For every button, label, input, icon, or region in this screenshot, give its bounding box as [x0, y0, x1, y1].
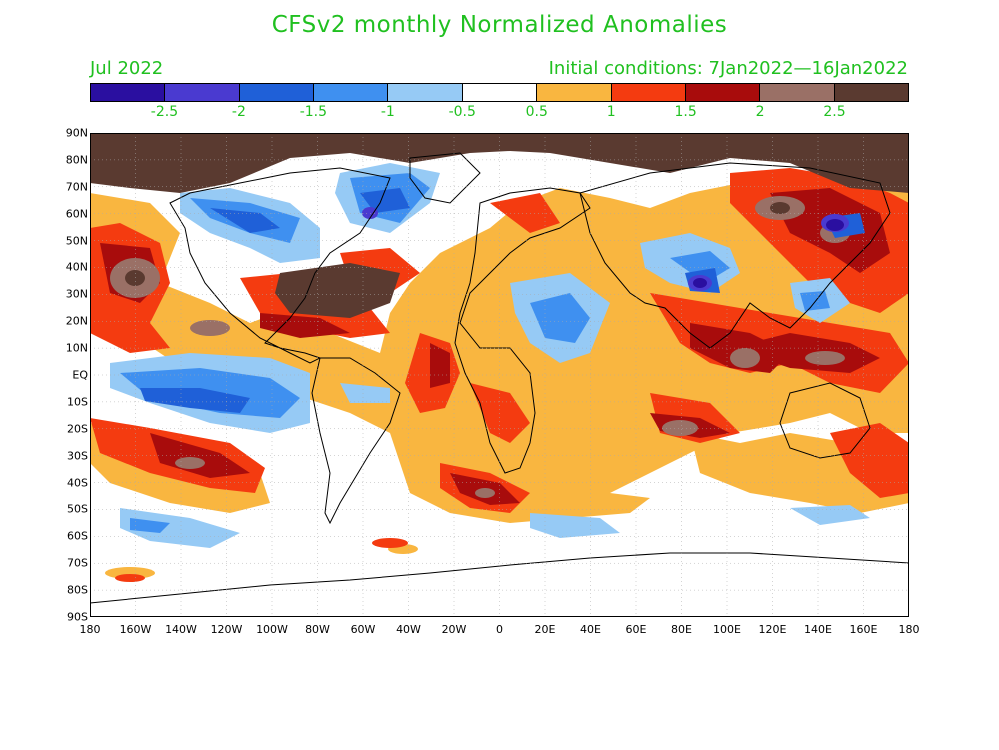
lon-label: 20E — [534, 623, 556, 636]
lat-label: 50S — [67, 502, 88, 516]
greenland-outline — [409, 152, 481, 204]
lon-label: 160W — [119, 623, 152, 636]
colorbar-label: -0.5 — [448, 104, 476, 120]
colorbar-label: 1 — [606, 104, 616, 120]
colorbar-segment-2 — [239, 84, 315, 101]
lat-label: EQ — [72, 368, 88, 382]
colorbar-label: 2.5 — [823, 104, 846, 120]
lat-label: 20N — [65, 314, 88, 328]
lat-label: 10N — [65, 341, 88, 355]
lat-label: 30N — [65, 287, 88, 301]
lon-label: 40W — [396, 623, 421, 636]
lon-label: 120E — [758, 623, 787, 636]
colorbar-label: 0.5 — [525, 104, 548, 120]
lat-label: 30S — [67, 449, 88, 463]
colorbar-label: -1 — [380, 104, 395, 120]
lon-label: 120W — [210, 623, 243, 636]
lat-label: 70N — [65, 180, 88, 194]
colorbar-segment-7 — [611, 84, 686, 101]
lon-label: 180 — [79, 623, 101, 636]
colorbar-label: 1.5 — [674, 104, 697, 120]
colorbar-label: 2 — [755, 104, 765, 120]
map-frame — [90, 133, 909, 617]
colorbar-segment-4 — [388, 84, 463, 101]
lon-label: 100W — [256, 623, 288, 636]
lat-label: 90S — [67, 610, 88, 624]
australia-outline — [779, 382, 871, 459]
lat-label: 60S — [67, 529, 88, 543]
asia-outline — [579, 162, 891, 349]
lat-label: 10S — [67, 395, 88, 409]
colorbar-segment-9 — [760, 84, 835, 101]
lon-label: 100E — [713, 623, 741, 636]
lon-label: 140E — [804, 623, 832, 636]
lat-label: 80N — [65, 153, 88, 167]
lon-label: 40E — [580, 623, 601, 636]
anomaly-map — [90, 133, 909, 617]
lat-label: 40N — [65, 260, 88, 274]
map-gridlines — [90, 133, 909, 617]
antarctica-outline — [90, 552, 909, 604]
colorbar-labels: -2.5 -2 -1.5 -1 -0.5 0.5 1 1.5 2 2.5 — [90, 104, 909, 122]
lat-label: 60N — [65, 207, 88, 221]
lat-label: 50N — [65, 234, 88, 248]
colorbar-label: -1.5 — [299, 104, 328, 120]
lon-label: 140W — [165, 623, 197, 636]
colorbar-segment-8 — [685, 84, 761, 101]
colorbar-segment-1 — [165, 84, 240, 101]
lon-label: 0 — [496, 623, 503, 636]
colorbar-segment-10 — [834, 84, 908, 101]
colorbar-label: -2 — [231, 104, 246, 120]
colorbar-segment-5 — [462, 84, 538, 101]
lon-label: 180 — [898, 623, 920, 636]
lat-label: 40S — [67, 476, 88, 490]
colorbar — [90, 83, 909, 102]
colorbar-label: -2.5 — [150, 104, 179, 120]
colorbar-segment-0 — [91, 84, 166, 101]
lat-label: 20S — [67, 422, 88, 436]
anomaly-darkest-blue-regions — [693, 219, 844, 288]
initial-conditions: Initial conditions: 7Jan2022—16Jan2022 — [548, 58, 908, 79]
lon-label: 80W — [305, 623, 330, 636]
forecast-month: Jul 2022 — [90, 58, 164, 79]
continent-outlines — [90, 152, 909, 604]
colorbar-segment-6 — [537, 84, 612, 101]
anomaly-darkbrown-regions — [90, 133, 909, 318]
south-america-outline — [311, 357, 401, 525]
chart-title: CFSv2 monthly Normalized Anomalies — [271, 12, 728, 38]
lat-label: 90N — [65, 126, 88, 140]
lon-label: 80E — [671, 623, 692, 636]
lon-label: 60W — [350, 623, 376, 636]
anomaly-medblue-regions — [140, 188, 865, 413]
lon-label: 160E — [849, 623, 878, 636]
lon-label: 60E — [625, 623, 647, 636]
lon-label: 20W — [441, 623, 467, 636]
lat-label: 80S — [67, 583, 88, 597]
lat-label: 70S — [67, 556, 88, 570]
colorbar-segment-3 — [314, 84, 389, 101]
north-america-outline — [169, 167, 391, 364]
